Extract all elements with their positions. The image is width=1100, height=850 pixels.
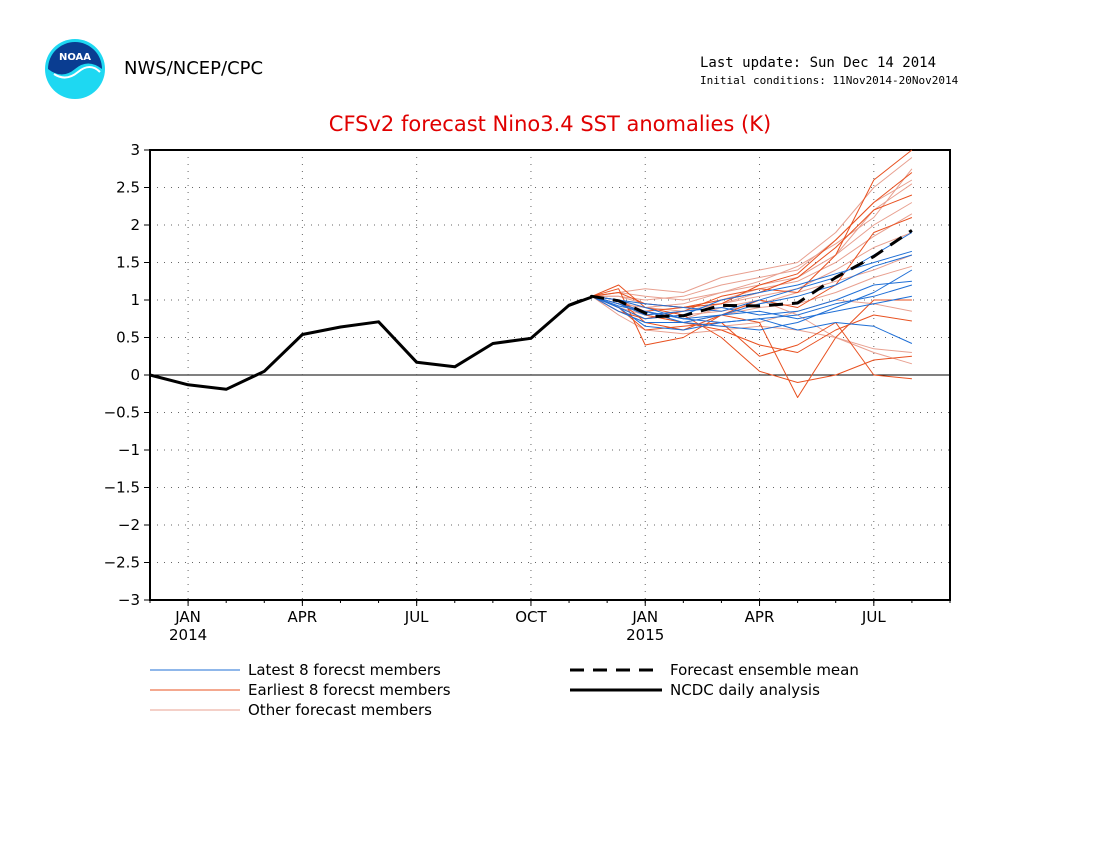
legend-label-other: Other forecast members [248,701,432,719]
y-tick-label: 3 [130,141,140,159]
y-tick-label: 1 [130,291,140,309]
x-tick-label: JAN [631,608,658,626]
grid [150,150,950,600]
x-tick-label: APR [745,608,775,626]
agency-label: NWS/NCEP/CPC [124,58,264,79]
y-tick-label: −0.5 [104,404,140,422]
initial-conditions: Initial conditions: 11Nov2014-20Nov2014 [700,74,959,87]
series-line-analysis [149,295,593,391]
x-tick-label: OCT [515,608,547,626]
legend-label-mean: Forecast ensemble mean [670,661,859,679]
y-tick-label: −3 [118,591,140,609]
y-tick-label: 2 [130,216,140,234]
x-tick-year: 2015 [626,626,664,644]
legend-label-analysis: NCDC daily analysis [670,681,820,699]
y-tick-label: −1 [118,441,140,459]
x-tick-label: JAN [174,608,201,626]
x-tick-label: JUL [861,608,886,626]
x-tick-label: JUL [404,608,429,626]
last-update: Last update: Sun Dec 14 2014 [700,55,937,71]
series-line-other-12 [591,183,913,312]
series-line-earliest-6 [591,295,912,398]
series-line-latest-7 [591,284,913,323]
legend: Latest 8 forecst members Forecast ensembl… [150,661,859,719]
series-line-other-7 [591,295,912,353]
y-tick-label: 2.5 [116,179,140,197]
axes: 32.521.510.50−0.5−1−1.5−2−2.5−3JAN2014AP… [104,141,951,644]
y-tick-label: 1.5 [116,254,140,272]
y-tick-label: −2.5 [104,554,140,572]
series-line-latest-5 [591,280,912,316]
series-line-earliest-8 [591,149,913,320]
y-tick-label: −1.5 [104,479,140,497]
x-tick-year: 2014 [169,626,207,644]
series-line-earliest-1 [591,284,912,383]
series-line-other-2 [591,179,913,301]
y-tick-label: −2 [118,516,140,534]
y-tick-label: 0.5 [116,329,140,347]
series-line-latest-8 [591,295,912,323]
series-line-earliest-3 [591,295,912,380]
series-line-other-8 [591,168,913,301]
x-tick-label: APR [288,608,318,626]
series-line-other-3 [591,202,913,308]
chart-title: CFSv2 forecast Nino3.4 SST anomalies (K) [328,112,772,136]
y-tick-label: 0 [130,366,140,384]
series-line-other-1 [591,157,913,297]
logo-text: NOAA [59,52,91,63]
series-group [149,149,913,398]
series-line-latest-2 [591,254,913,320]
noaa-logo: NOAA [45,39,105,99]
legend-label-latest: Latest 8 forecst members [248,661,441,679]
legend-label-earliest: Earliest 8 forecst members [248,681,451,699]
